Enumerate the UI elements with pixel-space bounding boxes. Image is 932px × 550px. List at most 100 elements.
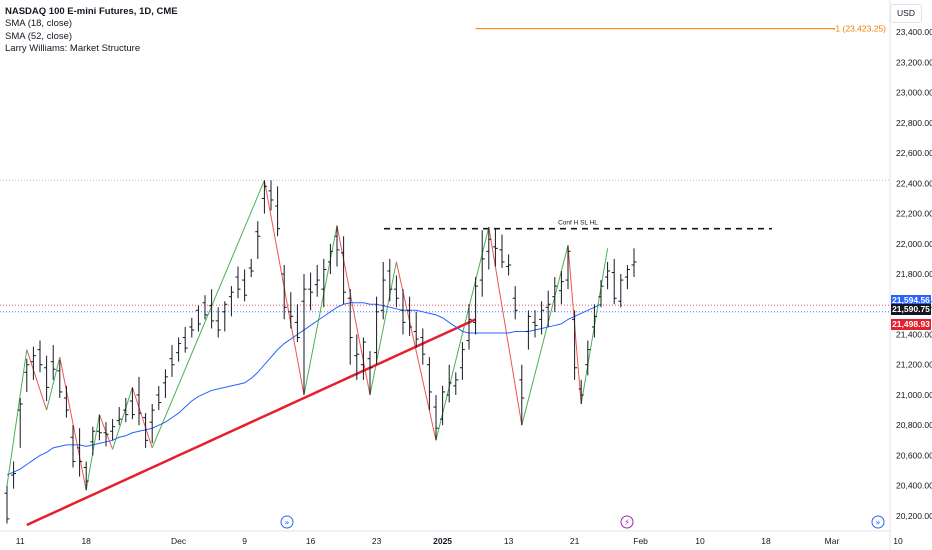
x-tick-label: 21 bbox=[570, 536, 580, 546]
ohlc-bar bbox=[63, 385, 69, 418]
swing-segment bbox=[6, 349, 28, 486]
legend-sma18[interactable]: SMA (18, close) bbox=[5, 18, 73, 30]
y-tick-label: 20,200.00 bbox=[896, 511, 932, 521]
y-tick-label: 22,400.00 bbox=[896, 178, 932, 188]
dividend-lightning-icon[interactable] bbox=[620, 515, 634, 529]
swing-segment bbox=[521, 245, 569, 426]
scroll-to-realtime-glyph: » bbox=[876, 518, 881, 527]
ohlc-bar bbox=[103, 422, 109, 447]
ohlc-bar bbox=[268, 180, 274, 211]
ohlc-bar bbox=[407, 296, 413, 337]
ohlc-bar bbox=[11, 461, 17, 489]
ohlc-bar bbox=[499, 234, 505, 268]
ohlc-bar bbox=[202, 295, 208, 320]
ohlc-bar bbox=[242, 269, 248, 302]
ohlc-bar bbox=[512, 286, 518, 320]
ohlc-bar bbox=[374, 296, 380, 365]
swing-segment bbox=[395, 261, 437, 441]
ohlc-bar bbox=[189, 317, 195, 338]
swing-segment bbox=[59, 357, 87, 491]
ohlc-bar bbox=[525, 310, 531, 350]
ohlc-bar bbox=[182, 326, 188, 353]
ohlc-bar bbox=[123, 397, 129, 423]
ohlc-bar bbox=[261, 180, 267, 214]
swing-segment bbox=[303, 225, 338, 396]
event-markers[interactable]: » ⚡ » bbox=[280, 515, 885, 529]
swing-segment bbox=[369, 261, 397, 396]
ohlc-bar bbox=[591, 304, 597, 338]
ohlc-bar bbox=[486, 227, 492, 270]
ohlc-bar bbox=[611, 258, 617, 305]
ohlc-bar bbox=[360, 337, 366, 380]
ohlc-bar bbox=[162, 369, 168, 398]
ohlc-bar bbox=[248, 258, 254, 278]
ohlc-bar bbox=[532, 310, 538, 338]
swing-segment bbox=[112, 387, 133, 450]
y-axis[interactable]: 20,200.00 20,400.00 20,600.00 20,800.00 21,0… bbox=[896, 27, 932, 521]
x-tick-label: 16 bbox=[306, 536, 316, 546]
ohlc-bar bbox=[215, 307, 221, 338]
ohlc-bar bbox=[136, 376, 142, 426]
ohlc-bar bbox=[558, 271, 564, 305]
y-tick-label: 20,600.00 bbox=[896, 450, 932, 460]
legend-sma52[interactable]: SMA (52, close) bbox=[5, 30, 73, 42]
y-tick-label: 22,600.00 bbox=[896, 148, 932, 158]
y-tick-label: 22,000.00 bbox=[896, 239, 932, 249]
ohlc-bar bbox=[334, 225, 340, 267]
swing-segment bbox=[488, 227, 523, 426]
y-tick-label: 23,400.00 bbox=[896, 27, 932, 37]
swing-segment bbox=[46, 357, 61, 411]
ohlc-bar bbox=[149, 404, 155, 444]
ohlc-bars bbox=[4, 180, 637, 524]
structure-level: Conf H SL HL bbox=[384, 220, 772, 230]
ohlc-bar bbox=[275, 186, 281, 237]
ohlc-bar bbox=[90, 426, 96, 456]
axis-borders bbox=[0, 0, 891, 550]
x-tick-label: Feb bbox=[633, 536, 648, 546]
ohlc-bar bbox=[327, 243, 333, 275]
y-tick-label: 22,200.00 bbox=[896, 209, 932, 219]
x-tick-label: 9 bbox=[242, 536, 247, 546]
x-tick-label: 10 bbox=[893, 536, 903, 546]
ohlc-bar bbox=[552, 277, 558, 312]
ohlc-bar bbox=[492, 228, 498, 267]
projection-level: -1 (23,423.25) bbox=[475, 24, 886, 34]
ohlc-bar bbox=[585, 340, 591, 376]
ohlc-bar bbox=[44, 355, 50, 402]
ohlc-bar bbox=[466, 304, 472, 350]
ohlc-bar bbox=[400, 289, 406, 335]
ohlc-bar bbox=[393, 275, 399, 308]
ohlc-bar bbox=[631, 248, 637, 278]
ohlc-bar bbox=[70, 425, 76, 468]
swing-segment bbox=[26, 349, 48, 411]
x-axis[interactable]: 1118Dec9162320251321Feb1018Mar1017 bbox=[16, 536, 932, 546]
x-tick-label: 11 bbox=[16, 536, 25, 546]
ohlc-bar bbox=[116, 407, 122, 426]
ohlc-bar bbox=[176, 337, 182, 362]
scroll-to-realtime-icon[interactable] bbox=[871, 515, 885, 529]
x-tick-label: 2025 bbox=[433, 536, 452, 546]
y-tick-label: 20,800.00 bbox=[896, 420, 932, 430]
x-tick-label: 10 bbox=[695, 536, 705, 546]
sma-52-line[interactable] bbox=[26, 318, 477, 527]
legend-indicator[interactable]: Larry Williams: Market Structure bbox=[5, 43, 141, 55]
ohlc-bar bbox=[453, 372, 459, 395]
ohlc-bar bbox=[129, 387, 135, 420]
event-arrow-glyph: » bbox=[285, 518, 290, 527]
ohlc-bar bbox=[96, 414, 102, 441]
event-arrow-icon[interactable] bbox=[280, 515, 294, 529]
ohlc-bar bbox=[624, 264, 630, 290]
ohlc-bar bbox=[321, 258, 327, 308]
ohlc-bar bbox=[255, 221, 261, 259]
ohlc-bar bbox=[572, 310, 578, 380]
x-tick-label: Dec bbox=[171, 536, 187, 546]
ohlc-bar bbox=[473, 277, 479, 335]
ohlc-bar bbox=[413, 311, 419, 349]
symbol-title[interactable]: NASDAQ 100 E-mini Futures, 1D, CME bbox=[5, 6, 178, 17]
ohlc-bar bbox=[156, 385, 162, 411]
structure-label: Conf H SL HL bbox=[558, 220, 598, 227]
price-tag-sma18: 21,594.56 bbox=[891, 294, 931, 306]
horizontal-guides bbox=[0, 179, 890, 313]
currency-button[interactable]: USD bbox=[890, 4, 922, 23]
